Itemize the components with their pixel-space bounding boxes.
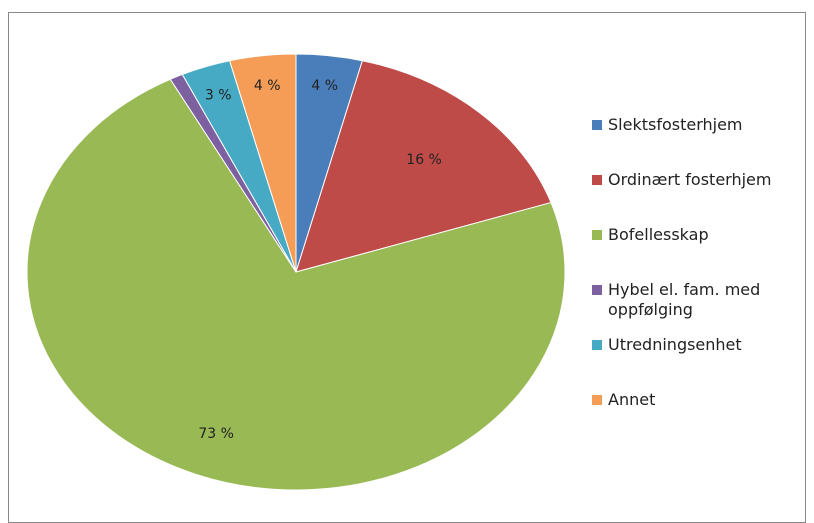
legend-item: Hybel el. fam. med oppfølging — [592, 280, 792, 320]
pie-slice — [26, 78, 566, 491]
data-label: 4 % — [311, 78, 338, 94]
legend-swatch — [592, 395, 602, 405]
legend-item: Utredningsenhet — [592, 335, 792, 355]
legend-label: Ordinært fosterhjem — [608, 170, 772, 189]
data-label: 3 % — [205, 87, 232, 103]
data-label: 4 % — [254, 78, 281, 94]
legend-swatch — [592, 175, 602, 185]
legend-swatch — [592, 285, 602, 295]
legend-swatch — [592, 230, 602, 240]
legend-label: Utredningsenhet — [608, 335, 742, 354]
data-label: 16 % — [406, 152, 442, 168]
pie-slice — [228, 53, 297, 273]
legend-label: Hybel el. fam. med oppfølging — [608, 280, 761, 319]
pie-slice — [295, 60, 552, 273]
legend-item: Slektsfosterhjem — [592, 115, 792, 135]
legend-label: Slektsfosterhjem — [608, 115, 743, 134]
legend-label: Bofellesskap — [608, 225, 709, 244]
legend-item: Annet — [592, 390, 792, 410]
legend-swatch — [592, 120, 602, 130]
legend-item: Ordinært fosterhjem — [592, 170, 792, 190]
legend-label: Annet — [608, 390, 656, 409]
legend-swatch — [592, 340, 602, 350]
legend-item: Bofellesskap — [592, 225, 792, 245]
data-label: 73 % — [198, 426, 234, 442]
